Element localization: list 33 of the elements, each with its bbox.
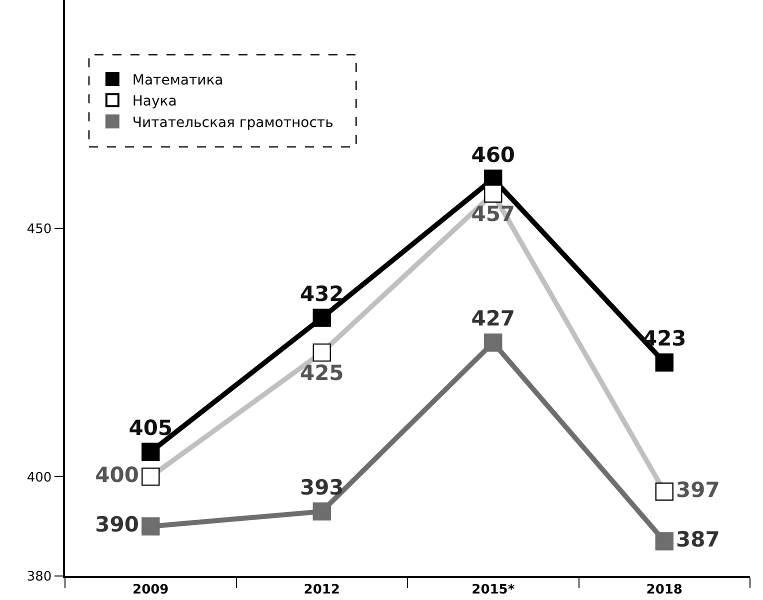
y-tick-label: 450	[26, 222, 52, 237]
legend-label: Математика	[132, 72, 224, 88]
point	[655, 482, 674, 501]
legend-label: Наука	[132, 94, 177, 110]
y-tick-label: 380	[26, 570, 52, 585]
x-tick-label: 2015*	[472, 582, 515, 598]
data-label: 457	[471, 202, 516, 226]
data-label: 400	[95, 462, 140, 487]
point	[312, 343, 331, 362]
y-tick-label: 400	[26, 470, 52, 486]
legend-label: Читательская грамотность	[132, 114, 334, 131]
x-tick-label: 2018	[646, 582, 682, 598]
point	[655, 353, 674, 372]
data-label: 427	[471, 306, 516, 331]
data-label: 432	[300, 282, 344, 306]
point	[142, 517, 160, 536]
point	[142, 442, 160, 461]
data-label: 405	[128, 416, 173, 440]
data-label: 393	[300, 476, 344, 500]
data-label: 387	[676, 527, 720, 552]
point	[312, 502, 331, 521]
point	[312, 308, 331, 327]
data-label: 390	[95, 512, 140, 537]
x-tick-label: 2012	[304, 582, 340, 598]
data-label: 460	[471, 142, 516, 167]
point	[484, 334, 502, 352]
point	[655, 532, 674, 550]
point	[142, 468, 160, 486]
data-label: 423	[642, 326, 686, 351]
data-label: 425	[300, 360, 344, 385]
point	[484, 184, 502, 203]
data-label: 397	[676, 478, 720, 502]
x-tick-label: 2009	[132, 582, 169, 598]
